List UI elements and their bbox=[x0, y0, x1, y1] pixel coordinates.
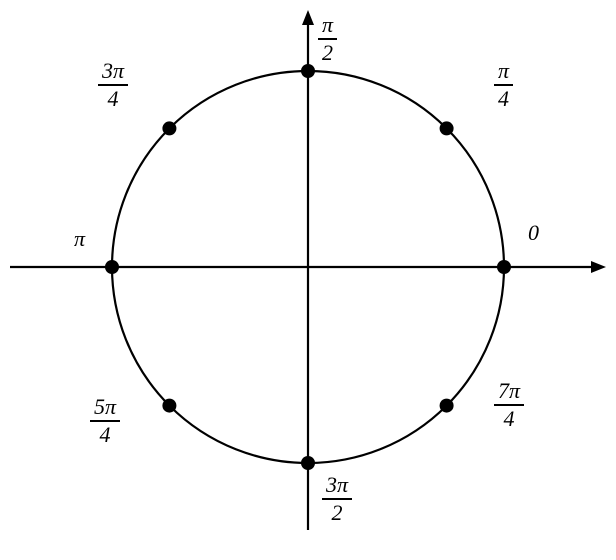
angle-label: 7π4 bbox=[494, 380, 524, 430]
angle-label: π bbox=[74, 228, 85, 250]
angle-label: 5π4 bbox=[90, 396, 120, 446]
angle-label: π2 bbox=[318, 14, 337, 64]
angle-label: 0 bbox=[528, 222, 539, 244]
unit-circle-diagram bbox=[0, 0, 616, 560]
angle-label: 3π4 bbox=[98, 60, 128, 110]
angle-label: π4 bbox=[494, 60, 513, 110]
angle-label: 3π2 bbox=[322, 474, 352, 524]
